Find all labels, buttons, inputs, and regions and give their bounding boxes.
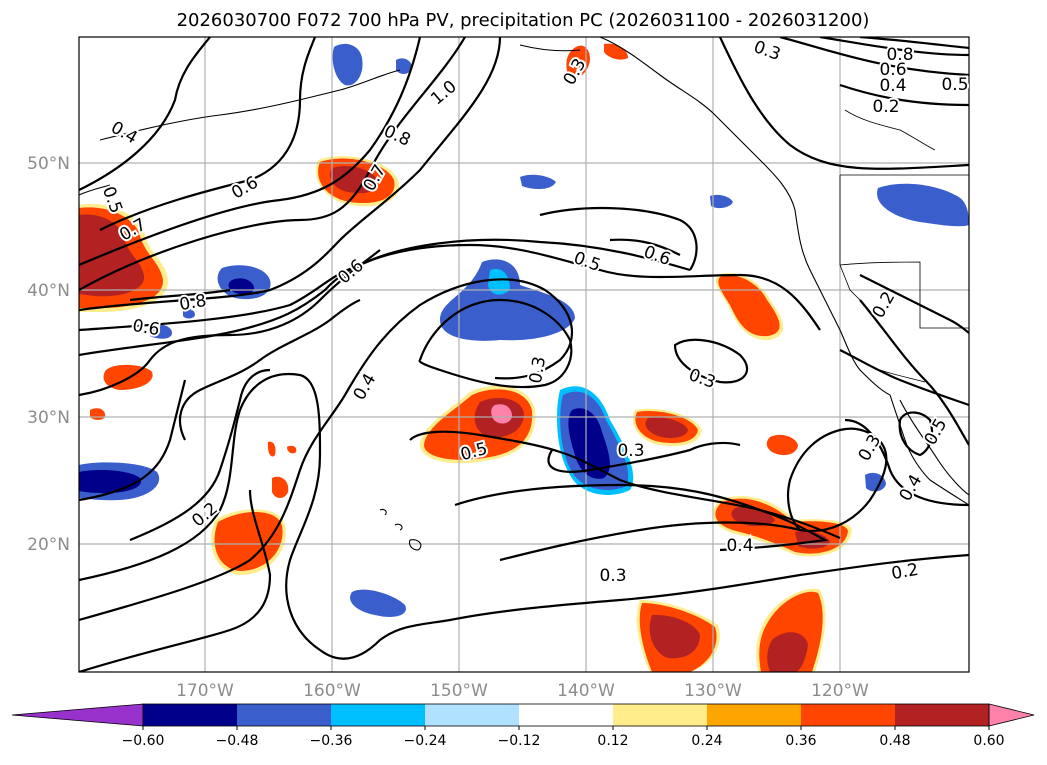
colorbar-label: −0.24 — [404, 733, 447, 749]
precip-blob — [865, 472, 886, 492]
precip-blob — [287, 445, 297, 454]
colorbar-label: 0.24 — [691, 733, 722, 749]
colorbar-label: −0.60 — [122, 733, 165, 749]
map-background — [79, 37, 969, 672]
precip-blob — [79, 214, 145, 297]
lat-label-40n: 40°N — [27, 281, 70, 301]
lon-label-140w: 140°W — [557, 681, 615, 701]
coastlines — [79, 37, 969, 551]
map-frame — [78, 36, 970, 673]
precip-blob — [332, 43, 363, 86]
lat-label-20n: 20°N — [27, 535, 70, 555]
precip-blob — [710, 194, 733, 209]
precip-blob — [330, 165, 379, 194]
colorbar-segment — [519, 704, 614, 726]
precip-blob — [767, 632, 808, 672]
contour-label: 0.4 — [879, 76, 906, 96]
lat-label-50n: 50°N — [27, 154, 70, 174]
precip-blob — [649, 614, 700, 659]
borders — [839, 109, 969, 383]
colorbar-segment — [707, 704, 802, 726]
colorbar-segment — [895, 704, 990, 726]
precip-blob — [568, 408, 610, 479]
colorbar-label: 0.48 — [879, 733, 910, 749]
lat-label-30n: 30°N — [27, 408, 70, 428]
colorbar-label: −0.12 — [498, 733, 541, 749]
precip-blob — [350, 589, 406, 617]
colorbar: −0.60 −0.48 −0.36 −0.24 −0.12 0.12 0.24 0.36 0.4… — [11, 703, 1035, 749]
colorbar-label: −0.36 — [310, 733, 353, 749]
precip-blob — [488, 268, 510, 295]
colorbar-segment — [613, 704, 708, 726]
lon-label-120w: 120°W — [811, 681, 869, 701]
lon-label-150w: 150°W — [430, 681, 488, 701]
colorbar-segment — [801, 704, 896, 726]
precip-blob — [272, 476, 289, 498]
lon-tick-labels: 170°W 160°W 150°W 140°W 130°W 120°W — [176, 681, 869, 701]
colorbar-segment — [425, 704, 520, 726]
precip-blob — [877, 183, 969, 227]
precip-blob — [566, 45, 590, 78]
precip-blob — [604, 43, 628, 60]
colorbar-segment — [237, 704, 332, 726]
map-panel: 1.00.80.70.60.40.30.50.80.60.70.6 0.5 0.60… — [78, 35, 971, 673]
colorbar-frame — [142, 703, 990, 727]
precip-blob — [520, 174, 556, 190]
colorbar-extend-min — [11, 703, 144, 727]
pv-contours — [79, 37, 969, 672]
colorbar-segment — [143, 704, 238, 726]
lon-label-170w: 170°W — [176, 681, 234, 701]
contour-label: 0.5 — [941, 75, 968, 95]
precip-blob — [645, 417, 688, 438]
plot-title: 2026030700 F072 700 hPa PV, precipitatio… — [177, 10, 870, 31]
colorbar-label: 0.12 — [597, 733, 628, 749]
colorbar-extend-max — [988, 703, 1035, 727]
precip-blob — [267, 441, 276, 457]
colorbar-segment — [331, 704, 426, 726]
precip-blob — [491, 404, 512, 424]
precip-blob — [150, 324, 172, 339]
lat-tick-labels: 50°N 40°N 30°N 20°N — [27, 154, 70, 555]
lon-label-160w: 160°W — [303, 681, 361, 701]
contour-label: 0.8 — [886, 45, 913, 65]
precip-blob — [183, 308, 195, 319]
precip-blob — [766, 434, 798, 456]
contour-label: 0.4 — [726, 536, 753, 556]
colorbar-label: 0.60 — [973, 733, 1004, 749]
contour-label: 0.6 — [879, 60, 906, 80]
contour-label: 0.3 — [599, 566, 626, 586]
colorbar-label: 0.36 — [785, 733, 816, 749]
contour-label: 0.3 — [617, 441, 644, 461]
lon-label-130w: 130°W — [684, 681, 742, 701]
colorbar-label: −0.48 — [216, 733, 259, 749]
contour-label: 0.2 — [872, 97, 899, 117]
